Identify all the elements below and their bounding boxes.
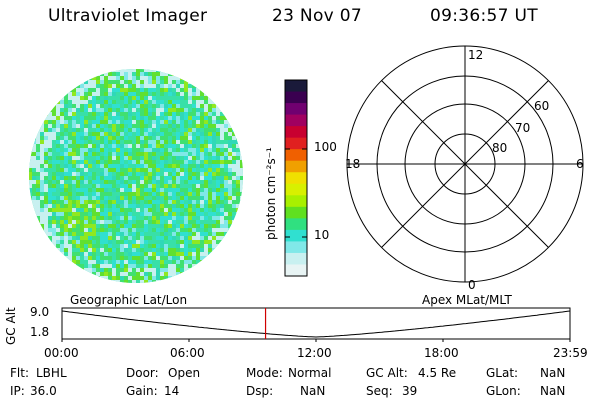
polar-diagonal-2 bbox=[381, 80, 549, 248]
info-glon-value: NaN bbox=[540, 384, 566, 398]
info-ip-label: IP: bbox=[10, 384, 25, 398]
info-gcalt-value: 4.5 Re bbox=[418, 366, 457, 380]
timeline-x-tick-1800: 18:00 bbox=[424, 346, 459, 360]
info-seq-label: Seq: bbox=[366, 384, 393, 398]
colorbar bbox=[284, 79, 308, 277]
timeline-x-tick-0600: 06:00 bbox=[170, 346, 205, 360]
info-glon-label: GLon: bbox=[486, 384, 521, 398]
info-mode-label: Mode: bbox=[246, 366, 283, 380]
lat-label-80: 80 bbox=[492, 141, 507, 155]
info-door-label: Door: bbox=[126, 366, 159, 380]
colorbar-tick-100: 100 bbox=[314, 140, 337, 154]
info-mode-value: Normal bbox=[288, 366, 332, 380]
altitude-timeline bbox=[61, 307, 571, 342]
timeline-x-tick-2359: 23:59 bbox=[553, 346, 588, 360]
info-gcalt-label: GC Alt: bbox=[366, 366, 408, 380]
mlt-label-6: 6 bbox=[576, 157, 584, 171]
info-glat-label: GLat: bbox=[486, 366, 519, 380]
timeline-y-tick-9: 9.0 bbox=[30, 305, 50, 319]
timeline-y-tick-1-8: 1.8 bbox=[30, 325, 50, 339]
info-flt-label: Flt: bbox=[10, 366, 29, 380]
timeline-left-label: Geographic Lat/Lon bbox=[70, 293, 188, 307]
altitude-curve bbox=[61, 310, 571, 338]
timeline-x-tick-0000: 00:00 bbox=[44, 346, 79, 360]
observation-date: 23 Nov 07 bbox=[272, 6, 362, 26]
mlt-label-18: 18 bbox=[345, 157, 360, 171]
timeline-frame bbox=[61, 307, 571, 340]
info-dsp-label: Dsp: bbox=[246, 384, 274, 398]
timeline-right-label: Apex MLat/MLT bbox=[422, 293, 512, 307]
info-seq-value: 39 bbox=[402, 384, 418, 398]
polar-plot: 12 0 18 6 60 70 80 bbox=[345, 45, 584, 292]
instrument-title: Ultraviolet Imager bbox=[48, 6, 208, 26]
lat-label-70: 70 bbox=[515, 121, 530, 135]
info-dsp-value: NaN bbox=[300, 384, 326, 398]
info-door-value: Open bbox=[168, 366, 201, 380]
info-ip-value: 36.0 bbox=[30, 384, 57, 398]
colorbar-unit-label: photon cm⁻²s⁻¹ bbox=[264, 147, 278, 240]
uv-image-pixels bbox=[29, 69, 243, 283]
mlt-label-0: 0 bbox=[468, 278, 476, 292]
mlt-label-12: 12 bbox=[468, 48, 483, 62]
lat-label-60: 60 bbox=[534, 99, 549, 113]
info-glat-value: NaN bbox=[540, 366, 566, 380]
uv-image bbox=[29, 69, 243, 283]
info-flt-value: LBHL bbox=[36, 366, 67, 380]
observation-time: 09:36:57 UT bbox=[430, 6, 538, 26]
info-gain-value: 14 bbox=[164, 384, 180, 398]
info-gain-label: Gain: bbox=[126, 384, 158, 398]
timeline-y-axis-label: GC Alt bbox=[4, 307, 18, 345]
timeline-x-tick-1200: 12:00 bbox=[297, 346, 332, 360]
colorbar-tick-10: 10 bbox=[314, 228, 330, 242]
